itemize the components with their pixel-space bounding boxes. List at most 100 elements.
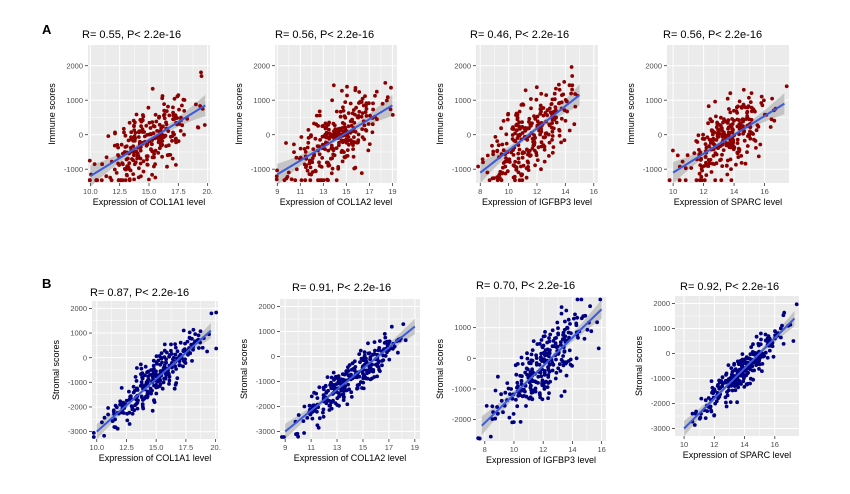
correlation-title: R= 0.92, P< 2.2e-16: [680, 281, 779, 293]
data-point: [725, 96, 730, 101]
data-point: [351, 108, 356, 112]
data-point: [175, 349, 180, 354]
data-point: [501, 161, 506, 165]
data-point: [126, 156, 130, 161]
data-point: [735, 137, 740, 142]
data-point: [106, 412, 110, 417]
data-point: [722, 117, 726, 122]
y-tick-label: 1000: [454, 96, 471, 105]
data-point: [507, 415, 512, 420]
data-point: [162, 108, 167, 113]
correlation-title: R= 0.56, P< 2.2e-16: [663, 29, 762, 41]
data-point: [721, 381, 726, 385]
data-point: [125, 164, 129, 169]
data-point: [545, 113, 549, 118]
data-point: [559, 100, 564, 105]
data-point: [694, 178, 699, 183]
data-point: [491, 149, 496, 154]
data-point: [330, 98, 334, 103]
data-point: [124, 172, 129, 177]
data-point: [368, 113, 372, 118]
data-point: [756, 154, 761, 159]
data-point: [738, 373, 743, 378]
data-point: [340, 372, 345, 376]
data-point: [315, 396, 320, 400]
data-point: [353, 112, 357, 117]
data-point: [360, 111, 365, 115]
data-point: [524, 366, 529, 371]
data-point: [757, 359, 761, 364]
data-point: [346, 142, 351, 147]
data-point: [546, 365, 550, 370]
data-point: [709, 409, 714, 414]
data-point: [731, 381, 735, 386]
data-point: [725, 172, 730, 177]
data-point: [534, 361, 539, 365]
data-point: [114, 171, 119, 175]
data-point: [317, 160, 321, 165]
x-tick-label: 13: [319, 187, 327, 196]
data-point: [157, 354, 162, 358]
data-point: [490, 417, 495, 421]
data-point: [568, 322, 572, 326]
data-point: [531, 339, 536, 343]
data-point: [381, 353, 386, 358]
data-point: [144, 143, 149, 148]
data-point: [541, 334, 546, 339]
data-point: [784, 84, 789, 89]
data-point: [720, 152, 724, 157]
data-point: [550, 129, 555, 134]
data-point: [747, 133, 752, 138]
data-point: [547, 336, 551, 340]
data-point: [704, 160, 708, 165]
data-point: [515, 380, 520, 385]
data-point: [302, 431, 306, 435]
data-point: [550, 134, 555, 138]
data-point: [100, 420, 104, 425]
data-point: [720, 164, 725, 169]
data-point: [314, 113, 319, 118]
data-point: [313, 169, 318, 174]
data-point: [570, 74, 575, 78]
data-point: [496, 143, 501, 148]
data-point: [159, 369, 164, 374]
data-point: [561, 354, 565, 358]
data-point: [555, 320, 560, 325]
data-point: [102, 433, 106, 438]
data-point: [516, 393, 521, 398]
data-point: [331, 370, 336, 375]
data-point: [104, 174, 109, 179]
data-point: [118, 399, 123, 404]
data-point: [161, 380, 166, 385]
data-point: [166, 104, 170, 109]
data-point: [302, 404, 307, 409]
data-point: [305, 416, 310, 420]
y-tick-label: 0: [83, 353, 87, 362]
data-point: [520, 374, 524, 379]
data-point: [720, 143, 725, 147]
data-point: [573, 92, 577, 96]
x-tick-label: 12: [533, 187, 541, 196]
data-point: [142, 134, 147, 139]
data-point: [598, 297, 603, 302]
data-point: [340, 126, 345, 130]
data-point: [729, 130, 734, 135]
data-point: [569, 65, 574, 69]
data-point: [388, 107, 393, 112]
data-point: [172, 96, 177, 101]
data-point: [143, 373, 147, 378]
data-point: [294, 167, 299, 172]
data-point: [323, 384, 328, 389]
y-tick-label: 2000: [70, 304, 87, 313]
data-point: [365, 371, 369, 376]
data-point: [741, 118, 746, 123]
regression-line: [479, 94, 581, 174]
data-point: [524, 175, 529, 180]
data-point: [742, 138, 747, 143]
y-axis-label: Stromal scores: [239, 338, 249, 399]
data-point: [351, 140, 356, 144]
data-point: [737, 147, 742, 152]
data-point: [378, 339, 382, 343]
data-point: [563, 118, 568, 123]
data-point: [131, 384, 136, 389]
